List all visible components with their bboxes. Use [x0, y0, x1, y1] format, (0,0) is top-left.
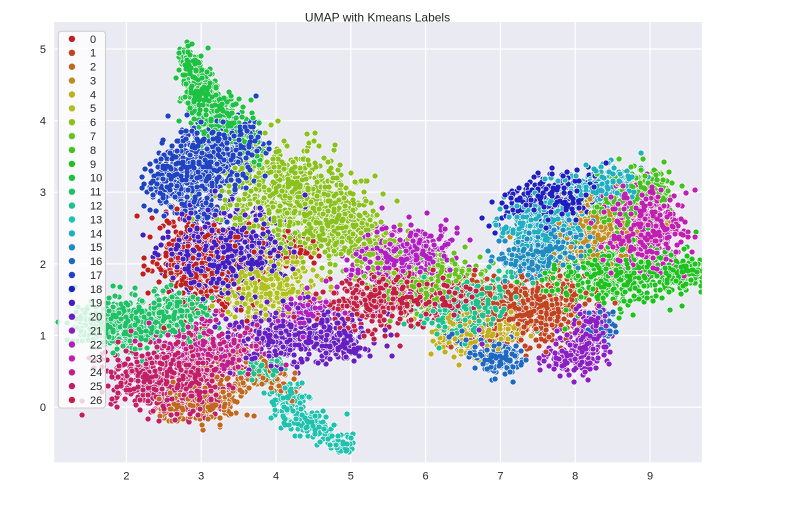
svg-text:4: 4: [40, 116, 46, 128]
svg-text:14: 14: [90, 228, 102, 240]
svg-text:1: 1: [40, 331, 46, 343]
svg-text:26: 26: [90, 395, 102, 407]
svg-text:19: 19: [90, 298, 102, 310]
svg-text:20: 20: [90, 312, 102, 324]
svg-text:2: 2: [40, 259, 46, 271]
svg-text:4: 4: [90, 89, 96, 101]
svg-text:0: 0: [90, 34, 96, 46]
svg-text:4: 4: [273, 471, 279, 483]
svg-text:22: 22: [90, 339, 102, 351]
svg-text:1: 1: [90, 48, 96, 60]
svg-text:UMAP with Kmeans Labels: UMAP with Kmeans Labels: [305, 10, 450, 24]
svg-text:0: 0: [40, 402, 46, 414]
svg-text:18: 18: [90, 284, 102, 296]
svg-text:3: 3: [40, 187, 46, 199]
svg-text:6: 6: [90, 117, 96, 129]
svg-text:13: 13: [90, 214, 102, 226]
svg-text:21: 21: [90, 326, 102, 338]
svg-text:8: 8: [90, 145, 96, 157]
svg-text:9: 9: [647, 471, 653, 483]
svg-text:12: 12: [90, 201, 102, 213]
svg-text:9: 9: [90, 159, 96, 171]
svg-text:3: 3: [90, 76, 96, 88]
svg-text:16: 16: [90, 256, 102, 268]
svg-text:7: 7: [90, 131, 96, 143]
svg-text:10: 10: [90, 173, 102, 185]
svg-text:24: 24: [90, 367, 102, 379]
svg-text:2: 2: [90, 62, 96, 74]
svg-text:11: 11: [90, 187, 101, 199]
svg-text:23: 23: [90, 353, 102, 365]
svg-text:3: 3: [198, 471, 204, 483]
svg-text:2: 2: [123, 471, 129, 483]
svg-text:7: 7: [497, 471, 503, 483]
svg-text:6: 6: [423, 471, 429, 483]
svg-text:25: 25: [90, 381, 102, 393]
svg-text:15: 15: [90, 242, 102, 254]
svg-text:5: 5: [40, 44, 46, 56]
svg-text:8: 8: [572, 471, 578, 483]
svg-text:5: 5: [90, 103, 96, 115]
svg-text:17: 17: [90, 270, 102, 282]
svg-text:5: 5: [348, 471, 354, 483]
